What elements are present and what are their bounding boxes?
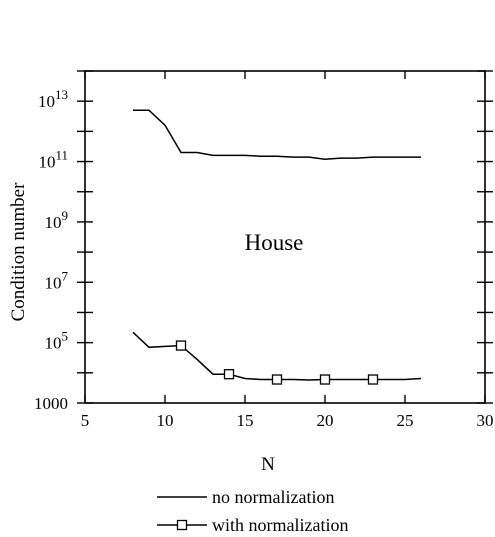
chart-annotation: House — [245, 230, 304, 255]
series-lines — [132, 109, 422, 385]
y-tick-base: 10 — [38, 92, 55, 111]
y-tick-label: 109 — [45, 208, 69, 232]
x-tick-label: 15 — [237, 411, 254, 430]
y-tick-base: 1000 — [34, 394, 68, 413]
y-tick-exponent: 11 — [55, 148, 68, 163]
legend-label-2: with normalization — [212, 515, 348, 535]
y-tick-label: 105 — [45, 329, 69, 353]
y-tick-label: 107 — [45, 268, 69, 292]
series-marker-square — [223, 369, 235, 380]
legend: no normalization with normalization — [157, 487, 348, 535]
series-line-2 — [132, 331, 422, 381]
y-tick-base: 10 — [45, 213, 62, 232]
series-marker-square — [175, 340, 187, 351]
y-tick-base: 10 — [45, 334, 62, 353]
series-line-1 — [133, 109, 421, 160]
y-tick-exponent: 7 — [62, 268, 69, 283]
x-axis-label: N — [261, 454, 275, 475]
x-tick-label: 10 — [157, 411, 174, 430]
y-tick-label: 1000 — [34, 394, 68, 413]
y-axis-label: Condition number — [8, 182, 29, 321]
x-tick-label: 25 — [397, 411, 414, 430]
y-tick-label: 1013 — [38, 87, 68, 111]
x-tick-label: 30 — [477, 411, 494, 430]
y-tick-base: 10 — [38, 153, 55, 172]
series-marker-square — [367, 374, 379, 385]
series-marker-square — [319, 374, 331, 385]
y-tick-exponent: 9 — [62, 208, 69, 223]
x-tick-label: 20 — [317, 411, 334, 430]
y-tick-exponent: 13 — [55, 87, 68, 102]
y-tick-base: 10 — [45, 273, 62, 292]
y-tick-label: 1011 — [38, 148, 68, 172]
legend-label-1: no normalization — [212, 487, 334, 507]
x-tick-label: 5 — [81, 411, 90, 430]
legend-marker-square — [176, 519, 188, 531]
y-tick-exponent: 5 — [62, 329, 69, 344]
axis-ticks — [77, 70, 493, 404]
plot-frame — [84, 70, 486, 404]
series-marker-square — [271, 374, 283, 385]
